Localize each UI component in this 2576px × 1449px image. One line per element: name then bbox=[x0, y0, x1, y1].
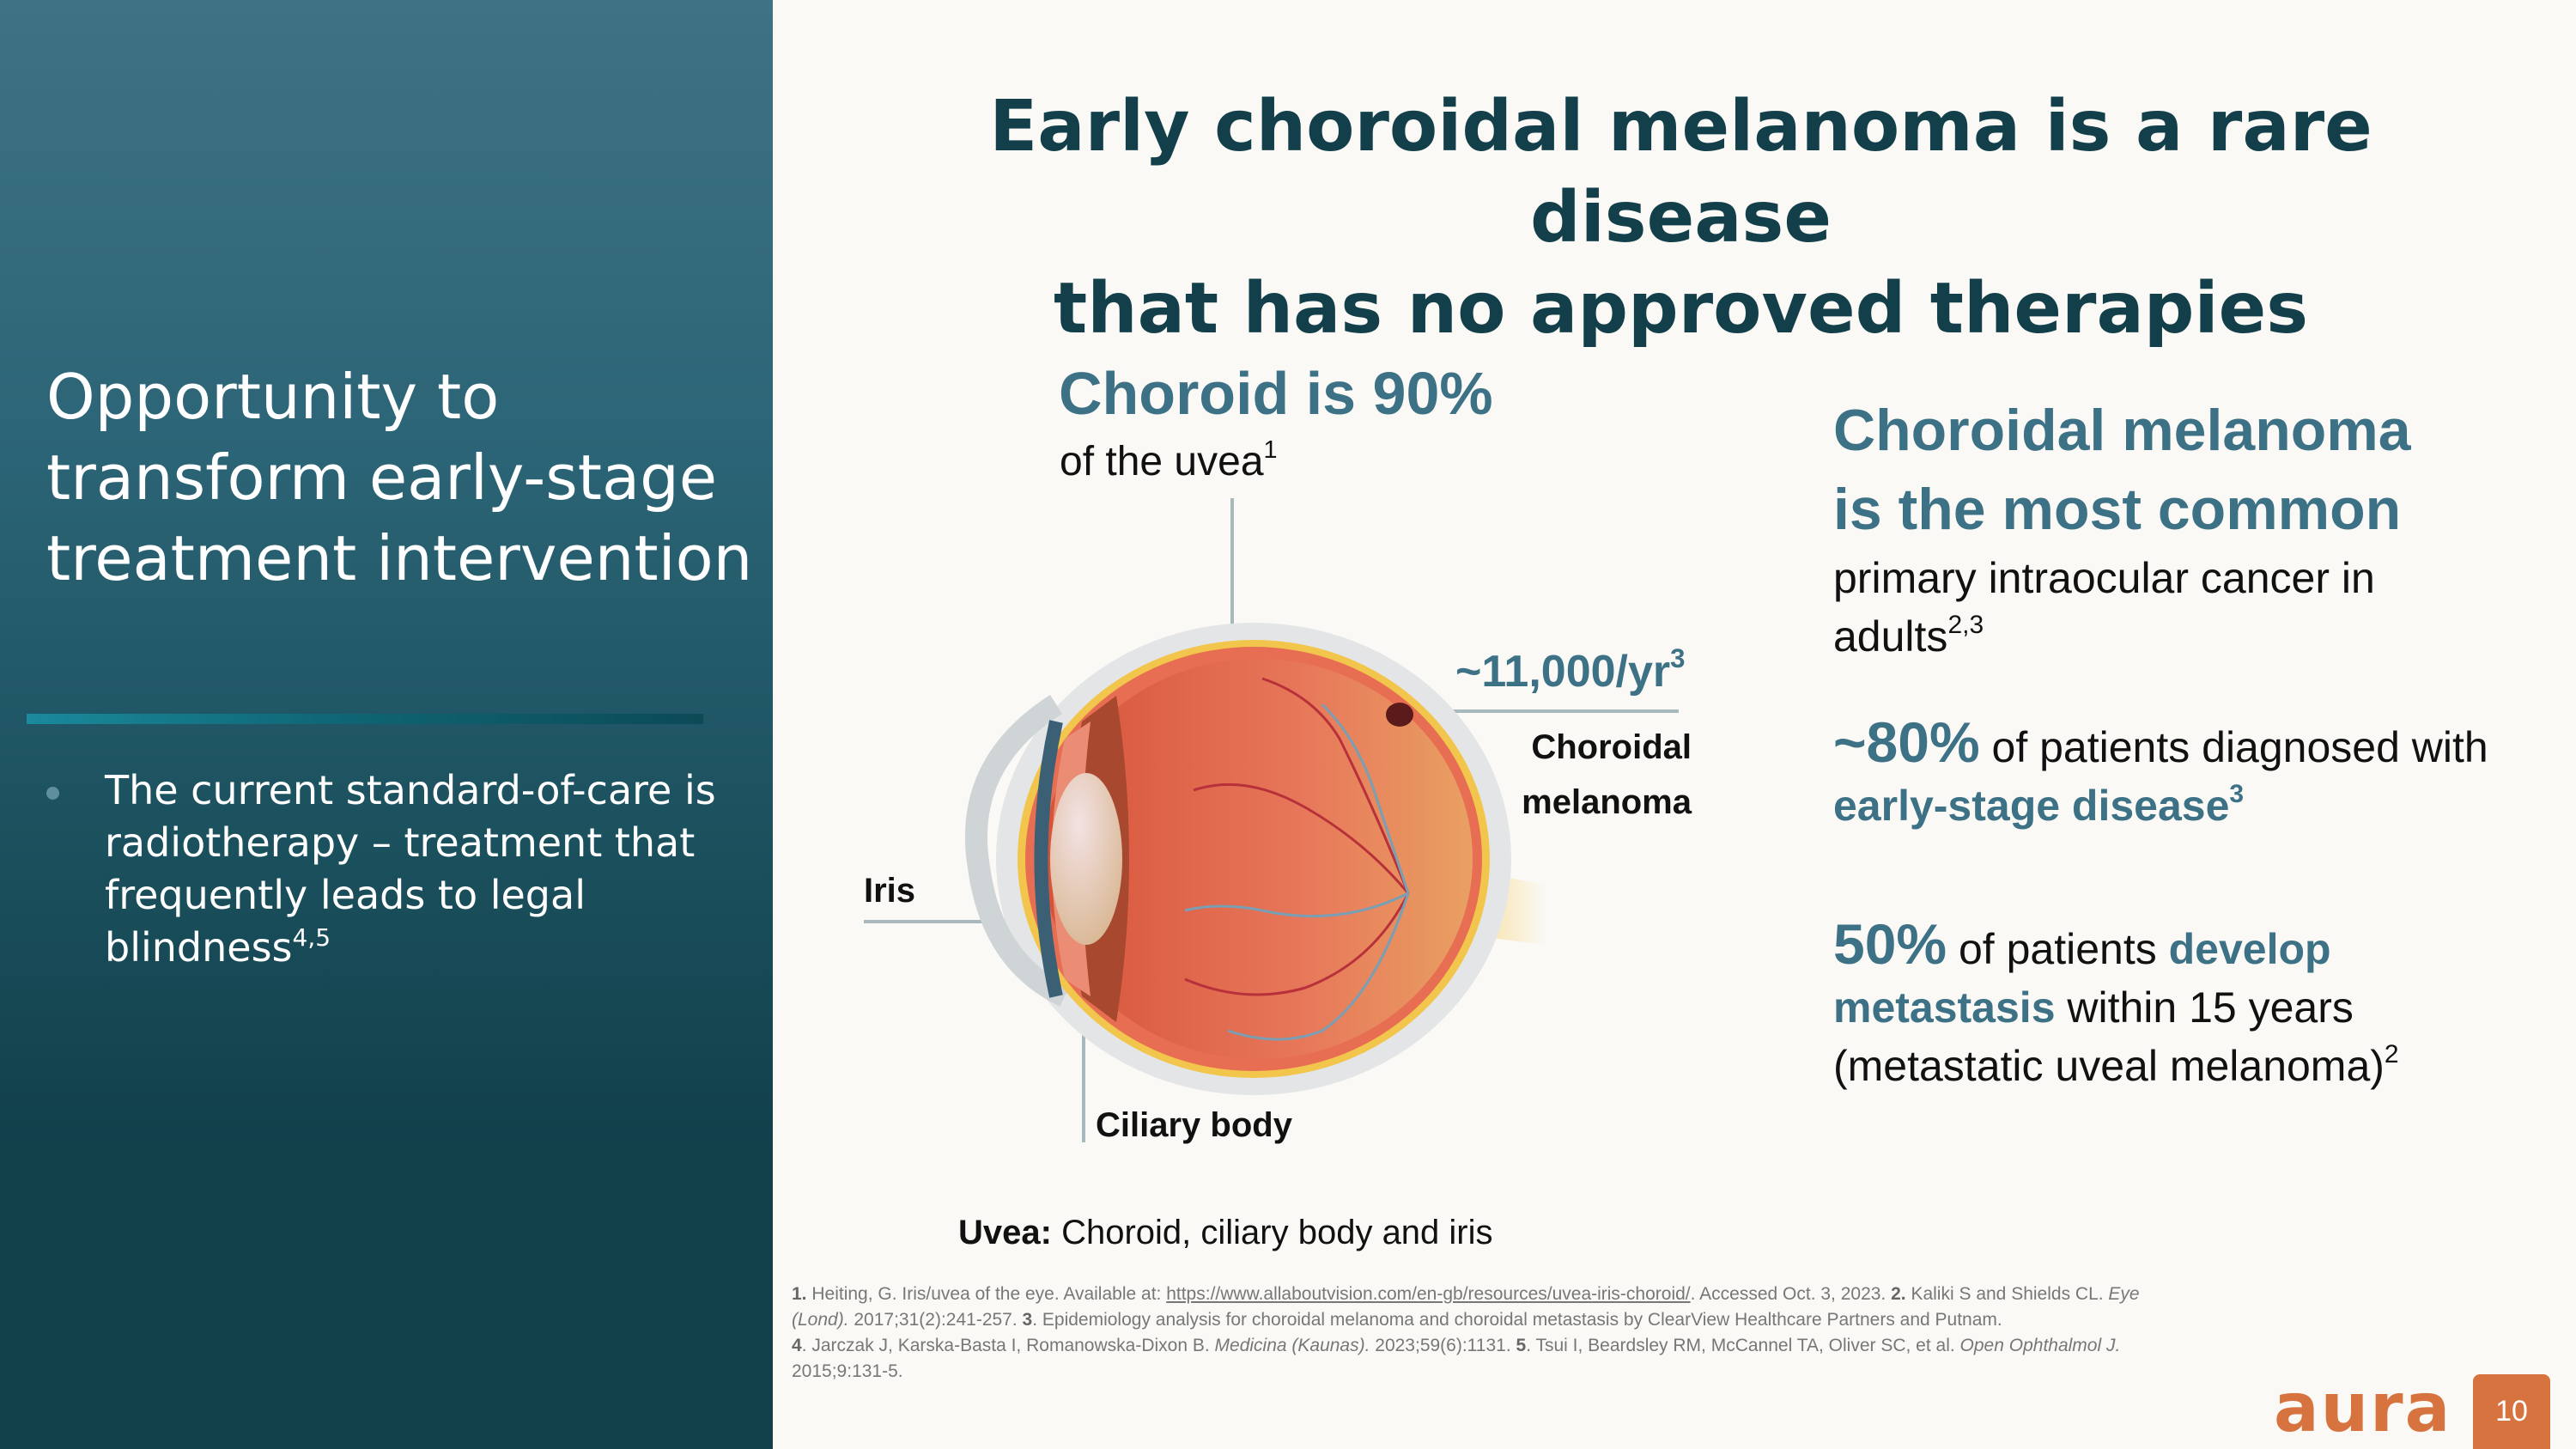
ref-5-number: 5 bbox=[1516, 1336, 1527, 1355]
metastasis-text-1: of patients bbox=[1947, 925, 2169, 973]
left-panel: Opportunity to transform early-stage tre… bbox=[0, 0, 773, 1449]
ref-5-text: . Tsui I, Beardsley RM, McCannel TA, Oli… bbox=[1526, 1336, 1960, 1355]
ref-1-text: Heiting, G. Iris/uvea of the eye. Availa… bbox=[806, 1284, 1167, 1304]
uvea-term: Uvea: bbox=[958, 1214, 1052, 1251]
most-common-heading: Choroidal melanoma is the most common bbox=[1833, 391, 2520, 549]
bullet-text: The current standard-of-care is radiothe… bbox=[105, 764, 733, 974]
ref-5-tail: 2015;9:131-5. bbox=[792, 1361, 903, 1381]
ref-1-link[interactable]: https://www.allaboutvision.com/en-gb/res… bbox=[1166, 1284, 1691, 1304]
ref-2-journal: Eye (Lond). bbox=[792, 1284, 2140, 1330]
ref-1-tail: . Accessed Oct. 3, 2023. bbox=[1690, 1284, 1892, 1304]
incidence-stat: ~11,000/yr3 bbox=[1455, 643, 1686, 697]
ref-2-text: Kaliki S and Shields CL. bbox=[1905, 1284, 2109, 1304]
early-stage-ref: 3 bbox=[2229, 780, 2245, 808]
uvea-definition: Uvea: Choroid, ciliary body and iris bbox=[958, 1207, 1493, 1258]
most-common-refs: 2,3 bbox=[1947, 611, 1984, 639]
most-common-body-text: primary intraocular cancer in adults bbox=[1833, 554, 2375, 661]
slide-title: Early choroidal melanoma is a rare disea… bbox=[859, 82, 2503, 355]
metastasis-ref: 2 bbox=[2384, 1040, 2399, 1068]
ref-4-journal: Medicina (Kaunas). bbox=[1214, 1336, 1370, 1355]
choroid-stat-heading: Choroid is 90% bbox=[1059, 360, 1493, 427]
choroid-stat-subtitle: of the uvea1 bbox=[1060, 436, 1278, 488]
ref-2-tail: 2017;31(2):241-257. bbox=[848, 1310, 1023, 1330]
aura-logo: aura bbox=[2274, 1370, 2452, 1447]
uvea-definition-text: Choroid, ciliary body and iris bbox=[1051, 1214, 1493, 1251]
early-stage-accent: early-stage disease bbox=[1833, 782, 2230, 830]
left-heading: Opportunity to transform early-stage tre… bbox=[46, 361, 753, 594]
stat-most-common: Choroidal melanoma is the most common pri… bbox=[1833, 391, 2520, 666]
bullet-body: The current standard-of-care is radiothe… bbox=[105, 767, 716, 971]
title-line-2-bold: no approved therapies bbox=[1406, 268, 2308, 350]
ref-1-number: 1. bbox=[792, 1284, 807, 1304]
early-stage-number: ~80% bbox=[1833, 710, 1980, 774]
stat-early-stage: ~80% of patients diagnosed with early-st… bbox=[1833, 713, 2537, 835]
ref-4-number: 4 bbox=[792, 1336, 802, 1355]
eye-anatomy-illustration bbox=[864, 498, 1679, 1142]
incidence-value: ~11,000/yr bbox=[1455, 647, 1671, 697]
stat-metastasis: 50% of patients develop metastasis withi… bbox=[1833, 915, 2537, 1095]
most-common-heading-line-2: is the most common bbox=[1833, 477, 2402, 542]
label-ciliary-body: Ciliary body bbox=[1096, 1106, 1292, 1144]
ref-3-number: 3 bbox=[1022, 1310, 1033, 1330]
ref-2-number: 2. bbox=[1891, 1284, 1906, 1304]
label-choroidal-melanoma: Choroidal melanoma bbox=[1494, 720, 1692, 830]
title-line-1: Early choroidal melanoma is a rare disea… bbox=[989, 86, 2372, 259]
most-common-heading-line-1: Choroidal melanoma bbox=[1833, 398, 2411, 463]
metastasis-text-2: within 15 years (metastatic uveal melano… bbox=[1833, 983, 2385, 1090]
bullet-refs: 4,5 bbox=[292, 923, 331, 952]
metastasis-accent: develop metastasis bbox=[1833, 925, 2331, 1032]
ref-3-text: . Epidemiology analysis for choroidal me… bbox=[1032, 1310, 2002, 1330]
choroid-sub-text: of the uvea bbox=[1060, 439, 1264, 484]
left-bullet-item: The current standard-of-care is radiothe… bbox=[46, 764, 733, 974]
cm-label-line-2: melanoma bbox=[1522, 783, 1692, 821]
references: 1. Heiting, G. Iris/uvea of the eye. Ava… bbox=[792, 1282, 2200, 1385]
title-line-2-prefix: that has bbox=[1054, 268, 1407, 350]
most-common-body: primary intraocular cancer in adults2,3 bbox=[1833, 549, 2520, 666]
choroid-ref: 1 bbox=[1263, 435, 1278, 464]
cm-label-line-1: Choroidal bbox=[1531, 728, 1692, 766]
ref-4-tail: 2023;59(6):1131. bbox=[1370, 1336, 1516, 1355]
incidence-ref: 3 bbox=[1670, 643, 1686, 674]
bullet-dot-icon bbox=[46, 787, 59, 800]
early-stage-text: of patients diagnosed with bbox=[1979, 723, 2488, 771]
page-number-badge: 10 bbox=[2473, 1374, 2550, 1449]
label-iris: Iris bbox=[864, 872, 916, 910]
left-divider bbox=[27, 714, 703, 724]
ref-5-journal: Open Ophthalmol J. bbox=[1959, 1336, 2121, 1355]
ref-4-text: . Jarczak J, Karska-Basta I, Romanowska-… bbox=[801, 1336, 1215, 1355]
metastasis-number: 50% bbox=[1833, 912, 1947, 976]
